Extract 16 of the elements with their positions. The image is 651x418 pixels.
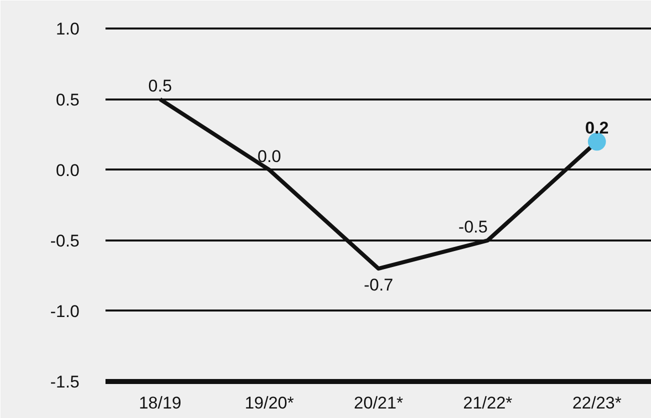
data-label: -0.5 [458,217,488,236]
data-label: 0.0 [257,146,282,166]
y-tick-label: -0.5 [50,231,80,250]
x-tick-label: 20/21* [354,394,404,412]
y-tick-label: 0.5 [56,90,80,110]
data-label: 0.2 [585,118,609,138]
y-tick-label: 1.0 [56,20,80,39]
x-tick-label: 21/22* [463,394,513,412]
y-tick-label: -1.5 [50,372,80,392]
y-tick-label: -1.0 [50,302,80,321]
x-tick-label: 18/19 [138,394,182,412]
x-tick-label: 22/23* [572,394,622,412]
x-tick-label: 19/20* [244,394,294,412]
y-tick-label: 0.0 [56,160,80,180]
data-label: -0.7 [364,276,394,295]
data-label: 0.5 [148,76,172,96]
